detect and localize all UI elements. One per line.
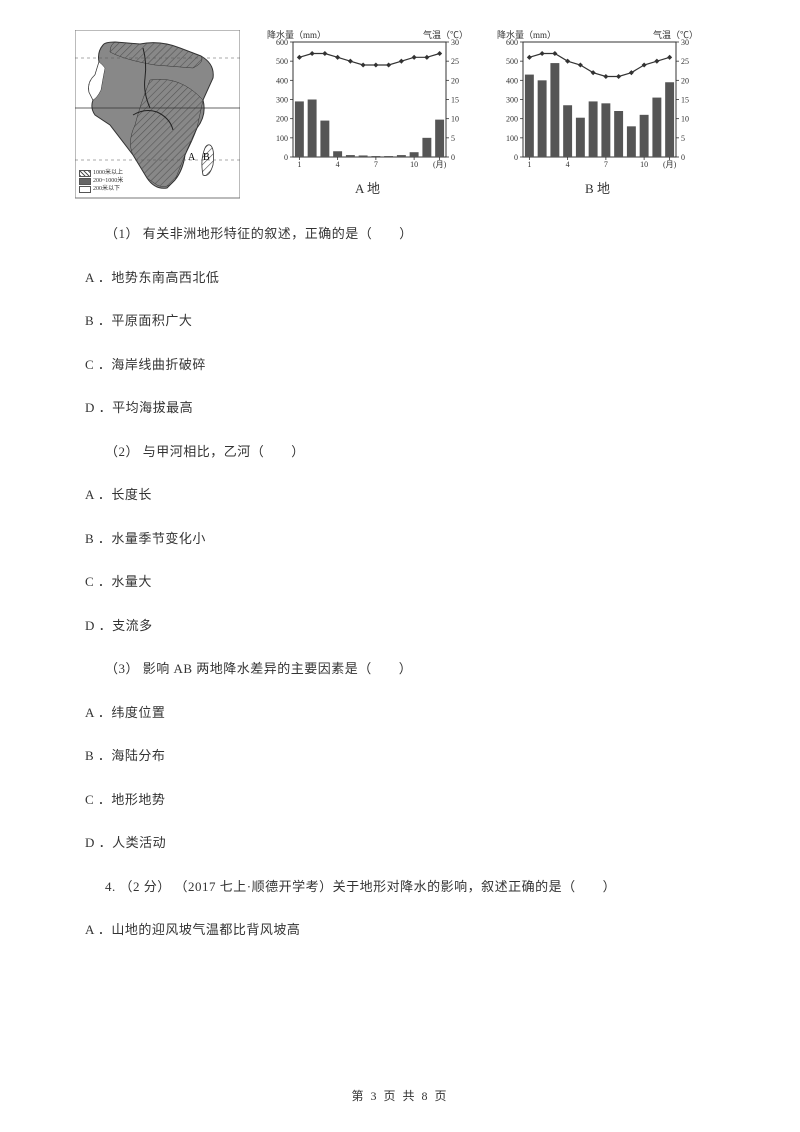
svg-text:1: 1 xyxy=(297,160,301,169)
q1-opt-b: B ．平原面积广大 xyxy=(85,311,715,331)
svg-text:1: 1 xyxy=(527,160,531,169)
q1-opt-a: A ．地势东南高西北低 xyxy=(85,268,715,288)
figures-row: A B 1000米以上 200~1000米 200米以下 降水量（mm） 气温（… xyxy=(75,30,715,200)
q1-stem: （1） 有关非洲地形特征的叙述，正确的是（ ） xyxy=(85,224,715,244)
svg-text:200: 200 xyxy=(276,115,288,124)
svg-text:10: 10 xyxy=(681,115,689,124)
chart-a-caption: A 地 xyxy=(265,179,470,200)
svg-text:5: 5 xyxy=(681,134,685,143)
svg-text:400: 400 xyxy=(276,76,288,85)
legend-label-3: 200米以下 xyxy=(93,185,120,193)
svg-text:300: 300 xyxy=(506,96,518,105)
svg-text:500: 500 xyxy=(276,57,288,66)
page-footer: 第 3 页 共 8 页 xyxy=(0,1087,800,1104)
svg-text:100: 100 xyxy=(506,134,518,143)
svg-text:10: 10 xyxy=(640,160,648,169)
svg-text:500: 500 xyxy=(506,57,518,66)
svg-text:B: B xyxy=(203,152,210,163)
svg-text:100: 100 xyxy=(276,134,288,143)
svg-text:15: 15 xyxy=(681,96,689,105)
svg-text:(月): (月) xyxy=(433,160,447,169)
q4-opt-a: A ．山地的迎风坡气温都比背风坡高 xyxy=(85,920,715,940)
svg-text:200: 200 xyxy=(506,115,518,124)
svg-text:A: A xyxy=(188,152,196,163)
chart-a-figure: 降水量（mm） 气温（℃） 01002003004005006000510152… xyxy=(265,30,470,200)
q2-opt-a: A ．长度长 xyxy=(85,485,715,505)
svg-text:4: 4 xyxy=(336,160,340,169)
legend-label-1: 1000米以上 xyxy=(93,169,123,177)
questions-block: （1） 有关非洲地形特征的叙述，正确的是（ ） A ．地势东南高西北低 B ．平… xyxy=(85,224,715,940)
chart-b-figure: 降水量（mm） 气温（℃） 01002003004005006000510152… xyxy=(495,30,700,200)
svg-text:7: 7 xyxy=(604,160,608,169)
q2-opt-d: D ．支流多 xyxy=(85,616,715,636)
svg-text:4: 4 xyxy=(566,160,570,169)
svg-text:7: 7 xyxy=(374,160,378,169)
svg-text:25: 25 xyxy=(681,57,689,66)
svg-text:0: 0 xyxy=(284,153,288,162)
svg-text:10: 10 xyxy=(451,115,459,124)
svg-text:400: 400 xyxy=(506,76,518,85)
q4-stem: 4. （2 分） （2017 七上·顺德开学考）关于地形对降水的影响，叙述正确的… xyxy=(85,877,715,897)
svg-text:20: 20 xyxy=(681,76,689,85)
chart-a-precip-label: 降水量（mm） xyxy=(267,28,326,42)
q3-opt-a: A ．纬度位置 xyxy=(85,703,715,723)
map-legend: 1000米以上 200~1000米 200米以下 xyxy=(78,168,124,194)
chart-a-temp-label: 气温（℃） xyxy=(423,28,468,42)
svg-text:0: 0 xyxy=(681,153,685,162)
chart-b-svg: 010020030040050060005101520253014710(月) xyxy=(495,30,700,175)
svg-text:(月): (月) xyxy=(663,160,677,169)
q2-stem: （2） 与甲河相比，乙河（ ） xyxy=(85,442,715,462)
q3-opt-c: C ．地形地势 xyxy=(85,790,715,810)
chart-b-caption: B 地 xyxy=(495,179,700,200)
svg-text:15: 15 xyxy=(451,96,459,105)
africa-map-figure: A B 1000米以上 200~1000米 200米以下 xyxy=(75,30,240,200)
q3-stem: （3） 影响 AB 两地降水差异的主要因素是（ ） xyxy=(85,659,715,679)
svg-text:0: 0 xyxy=(514,153,518,162)
svg-text:10: 10 xyxy=(410,160,418,169)
svg-text:25: 25 xyxy=(451,57,459,66)
q3-opt-d: D ．人类活动 xyxy=(85,833,715,853)
chart-a-svg: 010020030040050060005101520253014710(月) xyxy=(265,30,470,175)
q2-opt-c: C ．水量大 xyxy=(85,572,715,592)
legend-label-2: 200~1000米 xyxy=(93,177,123,185)
svg-text:300: 300 xyxy=(276,96,288,105)
chart-b-temp-label: 气温（℃） xyxy=(653,28,698,42)
svg-text:20: 20 xyxy=(451,76,459,85)
chart-b-precip-label: 降水量（mm） xyxy=(497,28,556,42)
svg-text:5: 5 xyxy=(451,134,455,143)
q1-opt-c: C ．海岸线曲折破碎 xyxy=(85,355,715,375)
svg-text:0: 0 xyxy=(451,153,455,162)
q3-opt-b: B ．海陆分布 xyxy=(85,746,715,766)
q1-opt-d: D ．平均海拔最高 xyxy=(85,398,715,418)
q2-opt-b: B ．水量季节变化小 xyxy=(85,529,715,549)
